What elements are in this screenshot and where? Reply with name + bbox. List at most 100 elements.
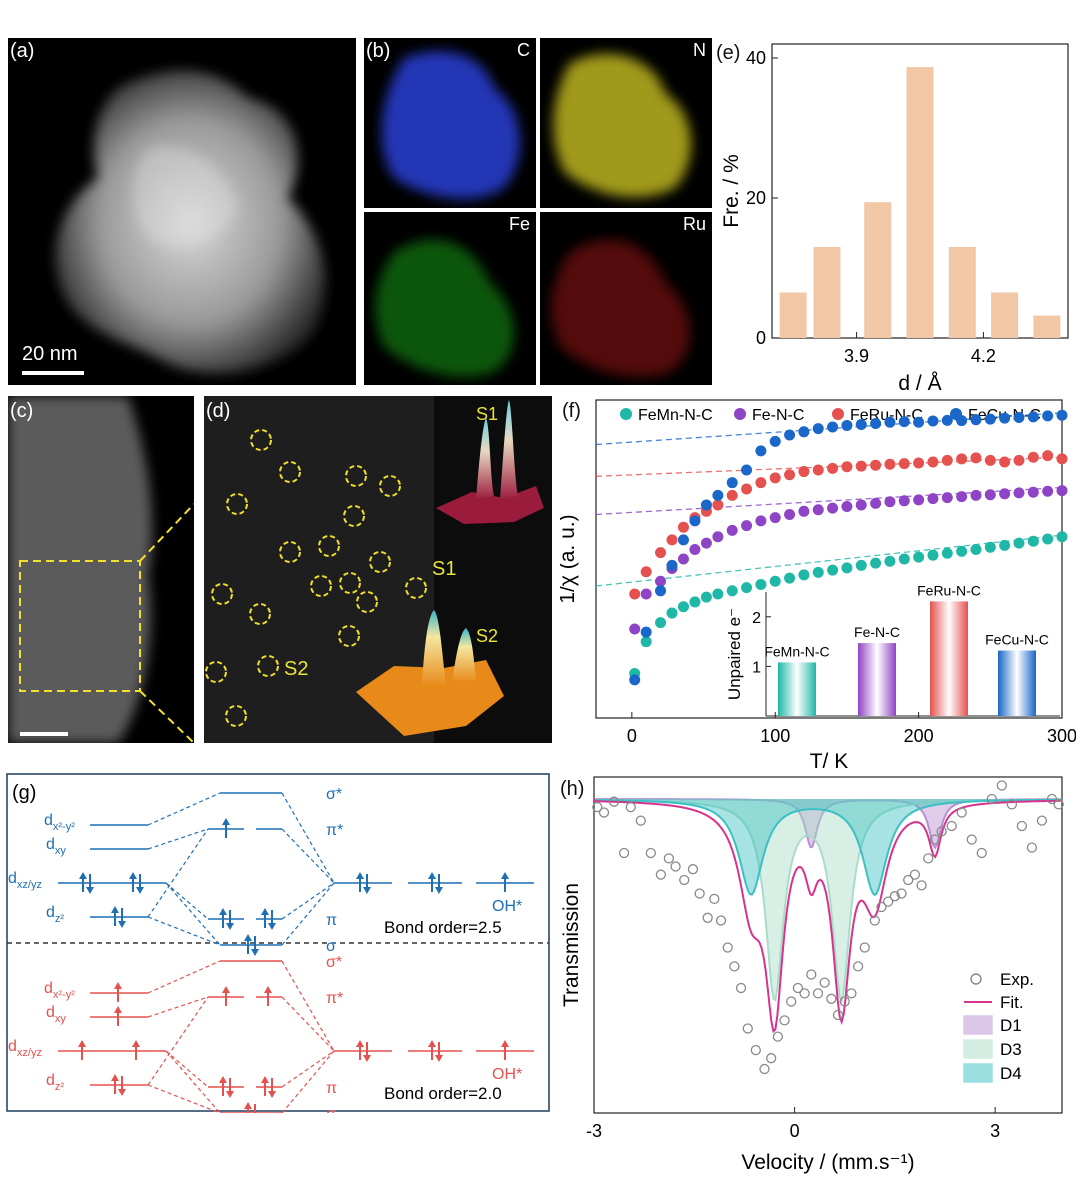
data-point xyxy=(841,501,853,513)
map-fe: Fe xyxy=(364,212,536,385)
arrow-head xyxy=(363,887,371,894)
legend-marker xyxy=(832,408,844,420)
data-point xyxy=(999,456,1011,468)
arrow-head xyxy=(428,872,436,879)
data-point xyxy=(827,462,839,474)
data-point xyxy=(870,497,882,509)
panel-a-image: (a) 20 nm xyxy=(8,38,356,385)
arrow-head xyxy=(261,1076,269,1083)
exp-point xyxy=(903,874,914,886)
legend-swatch xyxy=(963,1039,993,1059)
exp-point xyxy=(655,869,667,880)
data-point xyxy=(898,416,910,428)
exp-point xyxy=(846,988,857,999)
data-point xyxy=(655,575,667,587)
correlation-line xyxy=(165,882,209,920)
correlation-line xyxy=(147,828,209,918)
exp-point xyxy=(598,807,610,818)
atom-circle xyxy=(310,575,332,597)
data-point xyxy=(1027,451,1039,463)
data-point xyxy=(769,575,781,587)
map-fe-element: Fe xyxy=(508,214,530,234)
site-label-s2: S2 xyxy=(284,658,309,680)
data-point xyxy=(741,582,753,594)
site-label-s1: S1 xyxy=(432,558,457,580)
panel-c-haadf xyxy=(8,396,194,743)
arrow-head xyxy=(111,906,119,913)
data-point xyxy=(1013,411,1025,423)
data-point xyxy=(956,545,968,557)
orbital-label: dxz/yz xyxy=(8,1038,42,1059)
exp-point xyxy=(759,1063,770,1075)
legend-label: Fe-N-C xyxy=(752,407,804,424)
data-point xyxy=(1042,450,1054,462)
data-point xyxy=(1027,535,1039,547)
exp-point xyxy=(750,1044,761,1056)
data-point xyxy=(812,464,824,476)
histogram-bar xyxy=(948,247,976,338)
data-point xyxy=(726,477,738,489)
panel-b: C (b) N Fe Ru xyxy=(364,38,712,385)
trend-line xyxy=(595,486,1063,516)
arrow-head xyxy=(226,1091,234,1098)
correlation-line xyxy=(281,996,335,1052)
data-point xyxy=(1027,411,1039,423)
exp-point xyxy=(996,780,1007,791)
data-point xyxy=(726,585,738,597)
mo-label: σ xyxy=(326,938,336,955)
exp-point xyxy=(1006,799,1018,810)
legend-swatch xyxy=(963,1063,993,1083)
histogram-bar xyxy=(906,67,934,338)
data-point xyxy=(1013,454,1025,466)
exp-point xyxy=(812,988,824,999)
x-tick-label: 3 xyxy=(990,1121,1000,1141)
panel-h-label: (h) xyxy=(560,778,585,800)
data-point xyxy=(970,452,982,464)
adsorbate-label: OH* xyxy=(492,1066,522,1083)
data-point xyxy=(898,553,910,565)
data-point xyxy=(755,515,767,527)
exp-point xyxy=(779,1015,790,1026)
data-point xyxy=(999,412,1011,424)
x-axis-label: d / Å xyxy=(898,372,941,393)
data-point xyxy=(655,617,667,629)
exp-point xyxy=(608,796,620,807)
inverse-susceptibility-chart: FeMn-N-C Fe-N-C FeRu-N-C FeCu-N-C 0 100 200 300… xyxy=(560,399,1076,773)
exp-point xyxy=(709,893,720,905)
data-point xyxy=(712,499,724,511)
exp-point xyxy=(883,896,894,907)
arrow-head xyxy=(118,1089,126,1096)
data-point xyxy=(640,588,652,600)
correlation-line xyxy=(281,1050,335,1088)
exp-point xyxy=(702,912,713,923)
arrow-head xyxy=(86,887,94,894)
correlation-line xyxy=(147,828,209,850)
atom-circle xyxy=(339,572,361,594)
scale-bar-c xyxy=(20,732,68,736)
arrow-head xyxy=(356,872,364,879)
panel-f-label: (f) xyxy=(562,400,581,422)
exp-point xyxy=(946,820,957,832)
data-point xyxy=(884,496,896,508)
correlation-line xyxy=(147,916,221,946)
x-axis-label: Velocity / (mm.s⁻¹) xyxy=(741,1151,914,1174)
exp-point xyxy=(852,961,864,972)
data-point xyxy=(741,483,753,495)
data-point xyxy=(855,460,867,472)
atom-circle xyxy=(205,661,227,683)
exp-point xyxy=(966,834,977,845)
data-point xyxy=(841,461,853,473)
panel-b-label: (b) xyxy=(366,40,391,62)
data-point xyxy=(984,413,996,425)
panel-a-label: (a) xyxy=(10,40,35,62)
mossbauer-chart: -3 0 3 Velocity / (mm.s⁻¹) Transmission Exp. F… xyxy=(560,776,1064,1174)
exp-point xyxy=(986,793,997,805)
mo-label: π* xyxy=(326,990,343,1007)
exp-point xyxy=(670,861,681,872)
mo-label: σ* xyxy=(326,786,342,803)
exp-point xyxy=(916,880,927,891)
arrow-head xyxy=(79,872,87,879)
atom-circles xyxy=(205,429,427,727)
x-tick-label: 0 xyxy=(790,1121,800,1141)
